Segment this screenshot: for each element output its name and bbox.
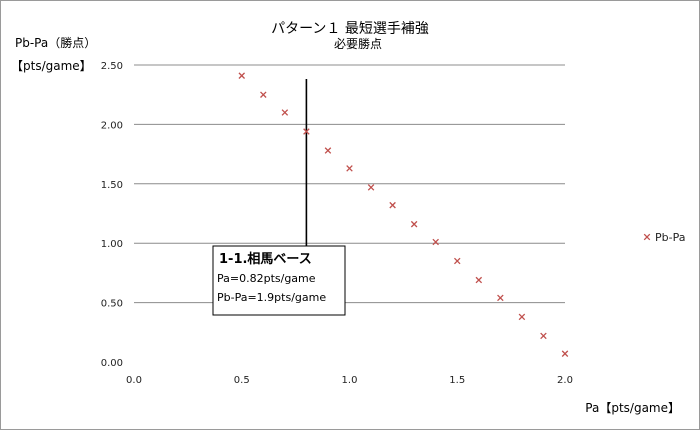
data-point — [475, 276, 483, 284]
gridlines — [134, 64, 565, 304]
data-point — [346, 165, 353, 172]
y-tick-label: 1.00 — [101, 239, 123, 250]
data-point — [540, 332, 547, 340]
legend-label: Pb-Pa — [655, 231, 685, 244]
data-point — [324, 147, 332, 154]
annotation-box: 1-1.相馬ベース Pa=0.82pts/game Pb-Pa=1.9pts/g… — [212, 245, 346, 316]
x-tick-label: 0.5 — [234, 375, 250, 386]
data-point — [432, 238, 439, 246]
y-tick-label: 1.50 — [101, 180, 123, 191]
annotation-border — [212, 245, 346, 316]
data-point — [518, 313, 526, 321]
annotation-line-pa: Pa=0.82pts/game — [217, 272, 316, 285]
y-tick-label: 2.50 — [101, 61, 123, 72]
y-axis-label: Pb-Pa（勝点） — [15, 35, 96, 50]
data-point — [281, 109, 289, 116]
x-tick-label: 2.0 — [557, 375, 573, 386]
y-tick-label: 2.00 — [101, 120, 123, 131]
data-point — [238, 72, 246, 79]
x-axis-label: Pa【pts/game】 — [585, 401, 680, 415]
y-axis-unit-label: 【pts/game】 — [11, 59, 92, 73]
legend: Pb-Pa — [643, 231, 685, 244]
annotation-title: 1-1.相馬ベース — [219, 251, 312, 267]
annotation-line-diff: Pb-Pa=1.9pts/game — [217, 291, 326, 304]
legend-marker-x — [643, 233, 651, 241]
x-tick-label: 0.0 — [126, 375, 142, 386]
data-point — [410, 220, 418, 228]
y-tick-labels: 0.00 0.50 1.00 1.50 2.00 2.50 — [101, 61, 123, 369]
data-point — [260, 91, 267, 98]
chart-subtitle: 必要勝点 — [334, 36, 382, 51]
data-points — [238, 72, 569, 357]
x-tick-labels: 0.0 0.5 1.0 1.5 2.0 — [126, 375, 573, 386]
x-tick-label: 1.5 — [449, 375, 465, 386]
chart-title: パターン１ 最短選手補強 — [271, 21, 429, 37]
data-point — [561, 350, 569, 357]
data-point — [303, 128, 310, 135]
data-point — [367, 184, 375, 191]
x-tick-label: 1.0 — [342, 375, 358, 386]
y-tick-label: 0.00 — [101, 358, 123, 369]
data-point — [453, 257, 461, 265]
y-tick-label: 0.50 — [101, 299, 123, 310]
data-point — [497, 294, 504, 302]
data-point — [389, 201, 396, 209]
